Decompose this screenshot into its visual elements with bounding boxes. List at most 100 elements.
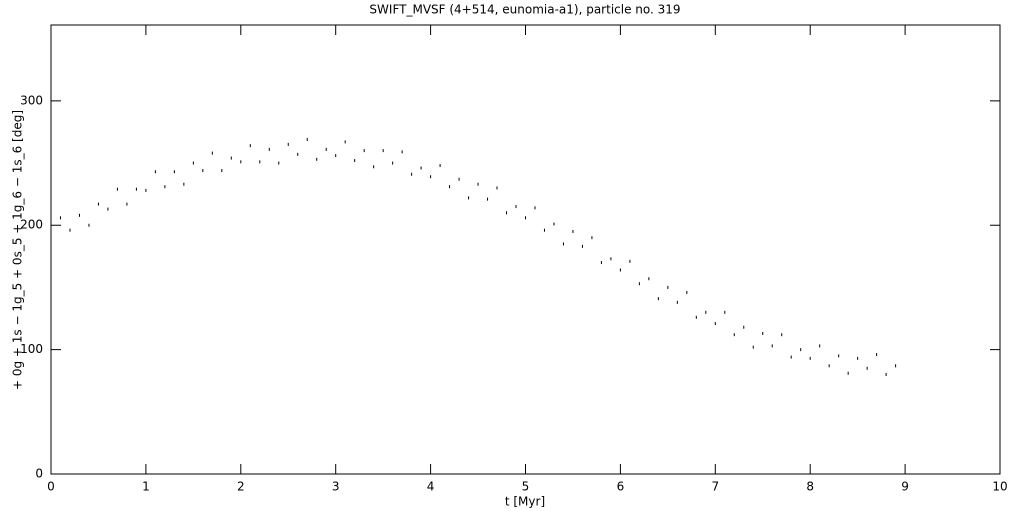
point xyxy=(211,151,213,155)
x-tick-label: 9 xyxy=(901,480,909,494)
point xyxy=(230,156,232,160)
point xyxy=(344,140,346,144)
x-tick-label: 4 xyxy=(427,480,435,494)
point xyxy=(126,202,128,206)
x-tick-label: 3 xyxy=(332,480,340,494)
x-tick-label: 6 xyxy=(617,480,625,494)
point xyxy=(240,160,242,164)
point xyxy=(838,354,840,358)
point xyxy=(259,160,261,164)
point xyxy=(847,371,849,375)
point xyxy=(895,364,897,368)
point xyxy=(297,152,299,156)
point xyxy=(648,277,650,281)
point xyxy=(657,297,659,301)
point xyxy=(392,161,394,165)
point xyxy=(268,147,270,151)
point xyxy=(69,228,71,232)
point xyxy=(724,310,726,314)
point xyxy=(382,149,384,153)
point xyxy=(638,282,640,286)
point xyxy=(354,159,356,163)
point xyxy=(553,222,555,226)
point xyxy=(430,175,432,179)
point xyxy=(59,216,61,220)
point xyxy=(373,165,375,169)
point xyxy=(278,161,280,165)
point xyxy=(885,372,887,376)
point xyxy=(534,206,536,210)
point xyxy=(477,182,479,186)
point xyxy=(771,344,773,348)
x-tick-label: 1 xyxy=(142,480,150,494)
point xyxy=(610,257,612,261)
y-tick-label: 300 xyxy=(20,93,43,107)
point xyxy=(78,213,80,217)
point xyxy=(809,356,811,360)
point xyxy=(629,259,631,263)
point xyxy=(743,325,745,329)
point xyxy=(506,211,508,215)
point xyxy=(619,268,621,272)
point xyxy=(828,364,830,368)
point xyxy=(562,242,564,246)
point xyxy=(287,142,289,146)
point xyxy=(866,366,868,370)
point xyxy=(876,353,878,357)
x-tick-label: 2 xyxy=(237,480,245,494)
x-tick-label: 5 xyxy=(522,480,530,494)
point xyxy=(676,300,678,304)
point xyxy=(790,355,792,359)
point xyxy=(401,150,403,154)
point xyxy=(164,185,166,189)
x-tick-label: 8 xyxy=(806,480,814,494)
point xyxy=(221,169,223,173)
point xyxy=(458,177,460,181)
point xyxy=(173,170,175,174)
point xyxy=(135,187,137,191)
point xyxy=(581,244,583,248)
point xyxy=(154,170,156,174)
point xyxy=(145,188,147,192)
point xyxy=(752,345,754,349)
x-axis-label: t [Myr] xyxy=(505,495,545,509)
y-axis-label: + 0g + 1s − 1g_5 + 0s_5 + 1g_6 − 1s_6 [d… xyxy=(11,110,25,390)
point xyxy=(411,172,413,176)
plot-frame xyxy=(50,24,1001,475)
point xyxy=(183,182,185,186)
point xyxy=(107,207,109,211)
y-tick-label: 100 xyxy=(20,342,43,356)
point xyxy=(88,223,90,227)
x-tick-label: 7 xyxy=(711,480,719,494)
point xyxy=(363,149,365,153)
point xyxy=(439,164,441,168)
point xyxy=(705,310,707,314)
point xyxy=(714,322,716,326)
point xyxy=(97,202,99,206)
point xyxy=(192,161,194,165)
point xyxy=(420,166,422,170)
y-tick-label: 0 xyxy=(35,467,43,481)
point xyxy=(733,333,735,337)
point xyxy=(525,216,526,220)
point xyxy=(591,236,593,240)
point xyxy=(116,187,118,191)
chart-title: SWIFT_MVSF (4+514, eunomia-a1), particle… xyxy=(369,3,680,17)
point xyxy=(496,186,498,190)
point xyxy=(449,185,451,189)
x-tick-label: 0 xyxy=(47,480,55,494)
point xyxy=(667,285,669,289)
x-tick-label: 10 xyxy=(992,480,1007,494)
point xyxy=(819,344,821,348)
point xyxy=(468,196,470,200)
point xyxy=(857,356,859,360)
point xyxy=(781,333,783,337)
point xyxy=(543,228,545,232)
point xyxy=(800,348,802,352)
y-tick-label: 200 xyxy=(20,218,43,232)
point xyxy=(335,154,337,158)
point xyxy=(316,157,318,161)
point xyxy=(695,315,697,319)
point xyxy=(572,229,574,233)
